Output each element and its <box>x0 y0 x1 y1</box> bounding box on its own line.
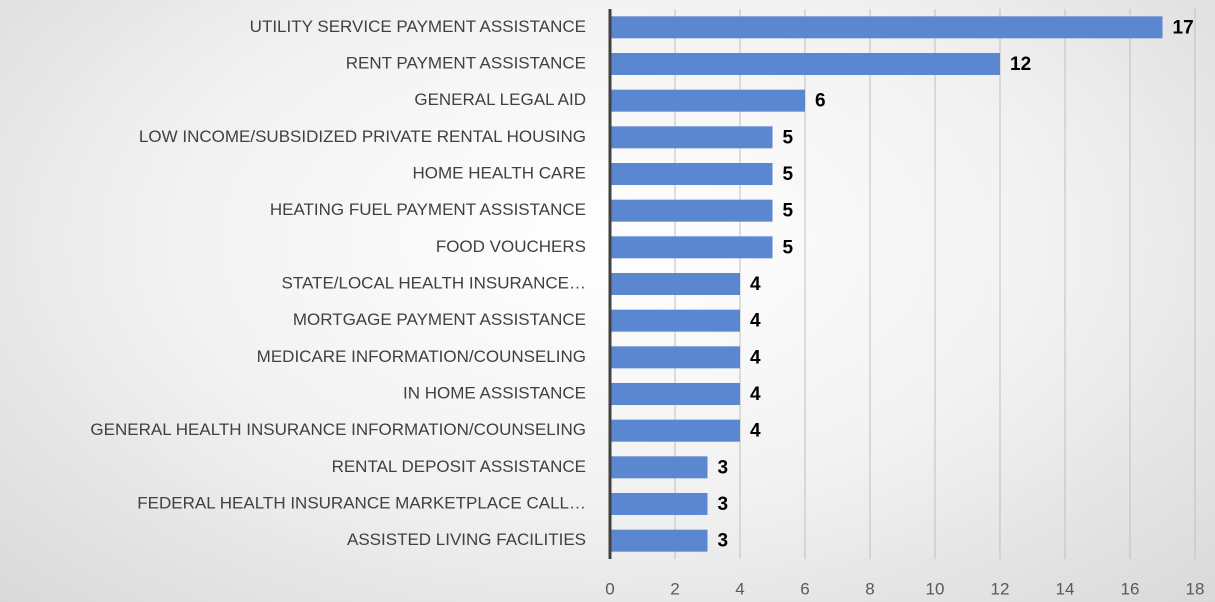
bar <box>610 273 740 295</box>
x-tick-label: 10 <box>926 579 945 598</box>
y-tick-label: ASSISTED LIVING FACILITIES <box>347 530 586 549</box>
data-label: 3 <box>718 531 729 552</box>
bar <box>610 493 708 515</box>
x-tick-label: 14 <box>1056 579 1075 598</box>
bar <box>610 456 708 479</box>
x-tick-label: 12 <box>991 579 1010 598</box>
y-tick-label: MEDICARE INFORMATION/COUNSELING <box>257 347 586 366</box>
y-tick-label: STATE/LOCAL HEALTH INSURANCE… <box>282 273 586 292</box>
data-label: 4 <box>750 311 761 332</box>
y-tick-label: LOW INCOME/SUBSIDIZED PRIVATE RENTAL HOU… <box>139 127 586 146</box>
data-label: 6 <box>815 91 826 112</box>
y-tick-label: HEATING FUEL PAYMENT ASSISTANCE <box>270 200 586 219</box>
data-label: 5 <box>783 201 794 222</box>
x-tick-label: 16 <box>1121 579 1140 598</box>
x-tick-label: 2 <box>670 579 679 598</box>
data-label: 3 <box>718 457 729 478</box>
y-tick-label: FEDERAL HEALTH INSURANCE MARKETPLACE CAL… <box>137 493 586 512</box>
data-label: 5 <box>783 164 794 185</box>
data-label: 5 <box>783 127 794 148</box>
y-tick-label: UTILITY SERVICE PAYMENT ASSISTANCE <box>250 17 586 36</box>
y-tick-label: FOOD VOUCHERS <box>436 237 586 256</box>
bar <box>610 236 773 259</box>
data-label: 12 <box>1010 54 1031 75</box>
bar <box>610 529 708 552</box>
bar <box>610 346 740 369</box>
y-tick-label: GENERAL LEGAL AID <box>414 90 586 109</box>
y-tick-label: RENTAL DEPOSIT ASSISTANCE <box>332 457 586 476</box>
data-label: 5 <box>783 237 794 258</box>
x-tick-label: 0 <box>605 579 614 598</box>
x-tick-label: 18 <box>1186 579 1205 598</box>
data-label: 4 <box>750 347 761 368</box>
data-label: 17 <box>1173 17 1194 38</box>
data-label: 4 <box>750 274 761 295</box>
bar <box>610 199 773 222</box>
bar <box>610 383 740 405</box>
bar <box>610 16 1163 39</box>
x-tick-label: 8 <box>865 579 874 598</box>
data-label: 4 <box>750 384 761 405</box>
y-tick-label: IN HOME ASSISTANCE <box>403 383 586 402</box>
bar <box>610 163 773 185</box>
x-tick-label: 6 <box>800 579 809 598</box>
x-tick-label: 4 <box>735 579 744 598</box>
bar <box>610 309 740 332</box>
bar <box>610 53 1000 75</box>
bar <box>610 89 805 112</box>
data-label: 4 <box>750 421 761 442</box>
data-label: 3 <box>718 494 729 515</box>
y-tick-label: HOME HEALTH CARE <box>413 163 587 182</box>
y-tick-label: MORTGAGE PAYMENT ASSISTANCE <box>293 310 586 329</box>
bar <box>610 419 740 442</box>
y-tick-label: GENERAL HEALTH INSURANCE INFORMATION/COU… <box>90 420 586 439</box>
bar <box>610 126 773 149</box>
y-tick-label: RENT PAYMENT ASSISTANCE <box>346 53 586 72</box>
